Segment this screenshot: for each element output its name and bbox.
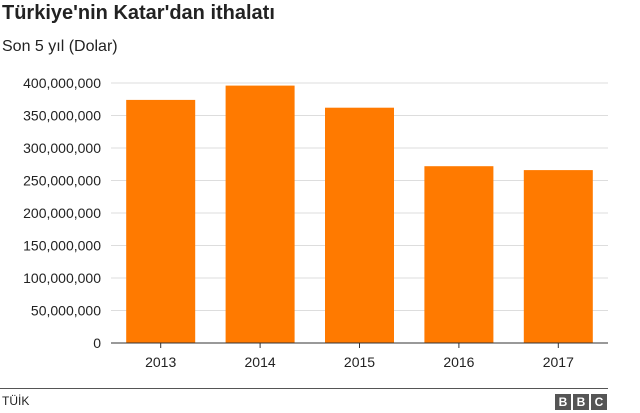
y-tick-label: 50,000,000 [31, 303, 101, 319]
footer-divider [0, 388, 608, 389]
y-tick-label: 250,000,000 [23, 173, 101, 189]
y-tick-label: 150,000,000 [23, 238, 101, 254]
bar [325, 107, 394, 343]
y-tick-label: 200,000,000 [23, 205, 101, 221]
chart-subtitle: Son 5 yıl (Dolar) [2, 38, 118, 55]
bar [225, 85, 295, 343]
y-tick-label: 400,000,000 [23, 75, 101, 91]
y-tick-label: 300,000,000 [23, 140, 101, 156]
bar [523, 170, 593, 343]
y-tick-label: 0 [93, 335, 101, 351]
chart-title: Türkiye'nin Katar'dan ithalatı [2, 2, 275, 24]
x-tick-label: 2017 [543, 354, 574, 370]
x-tick-label: 2013 [145, 354, 176, 370]
logo-letter: C [591, 394, 607, 410]
x-tick-label: 2016 [443, 354, 474, 370]
source-label: TÜİK [2, 394, 30, 408]
logo-letter: B [573, 394, 589, 410]
bar [126, 99, 196, 344]
y-tick-label: 100,000,000 [23, 270, 101, 286]
y-tick-label: 350,000,000 [23, 108, 101, 124]
bbc-logo: B B C [555, 394, 607, 410]
bar [424, 166, 494, 343]
logo-letter: B [555, 394, 571, 410]
x-tick-label: 2014 [245, 354, 276, 370]
x-tick-label: 2015 [344, 354, 375, 370]
